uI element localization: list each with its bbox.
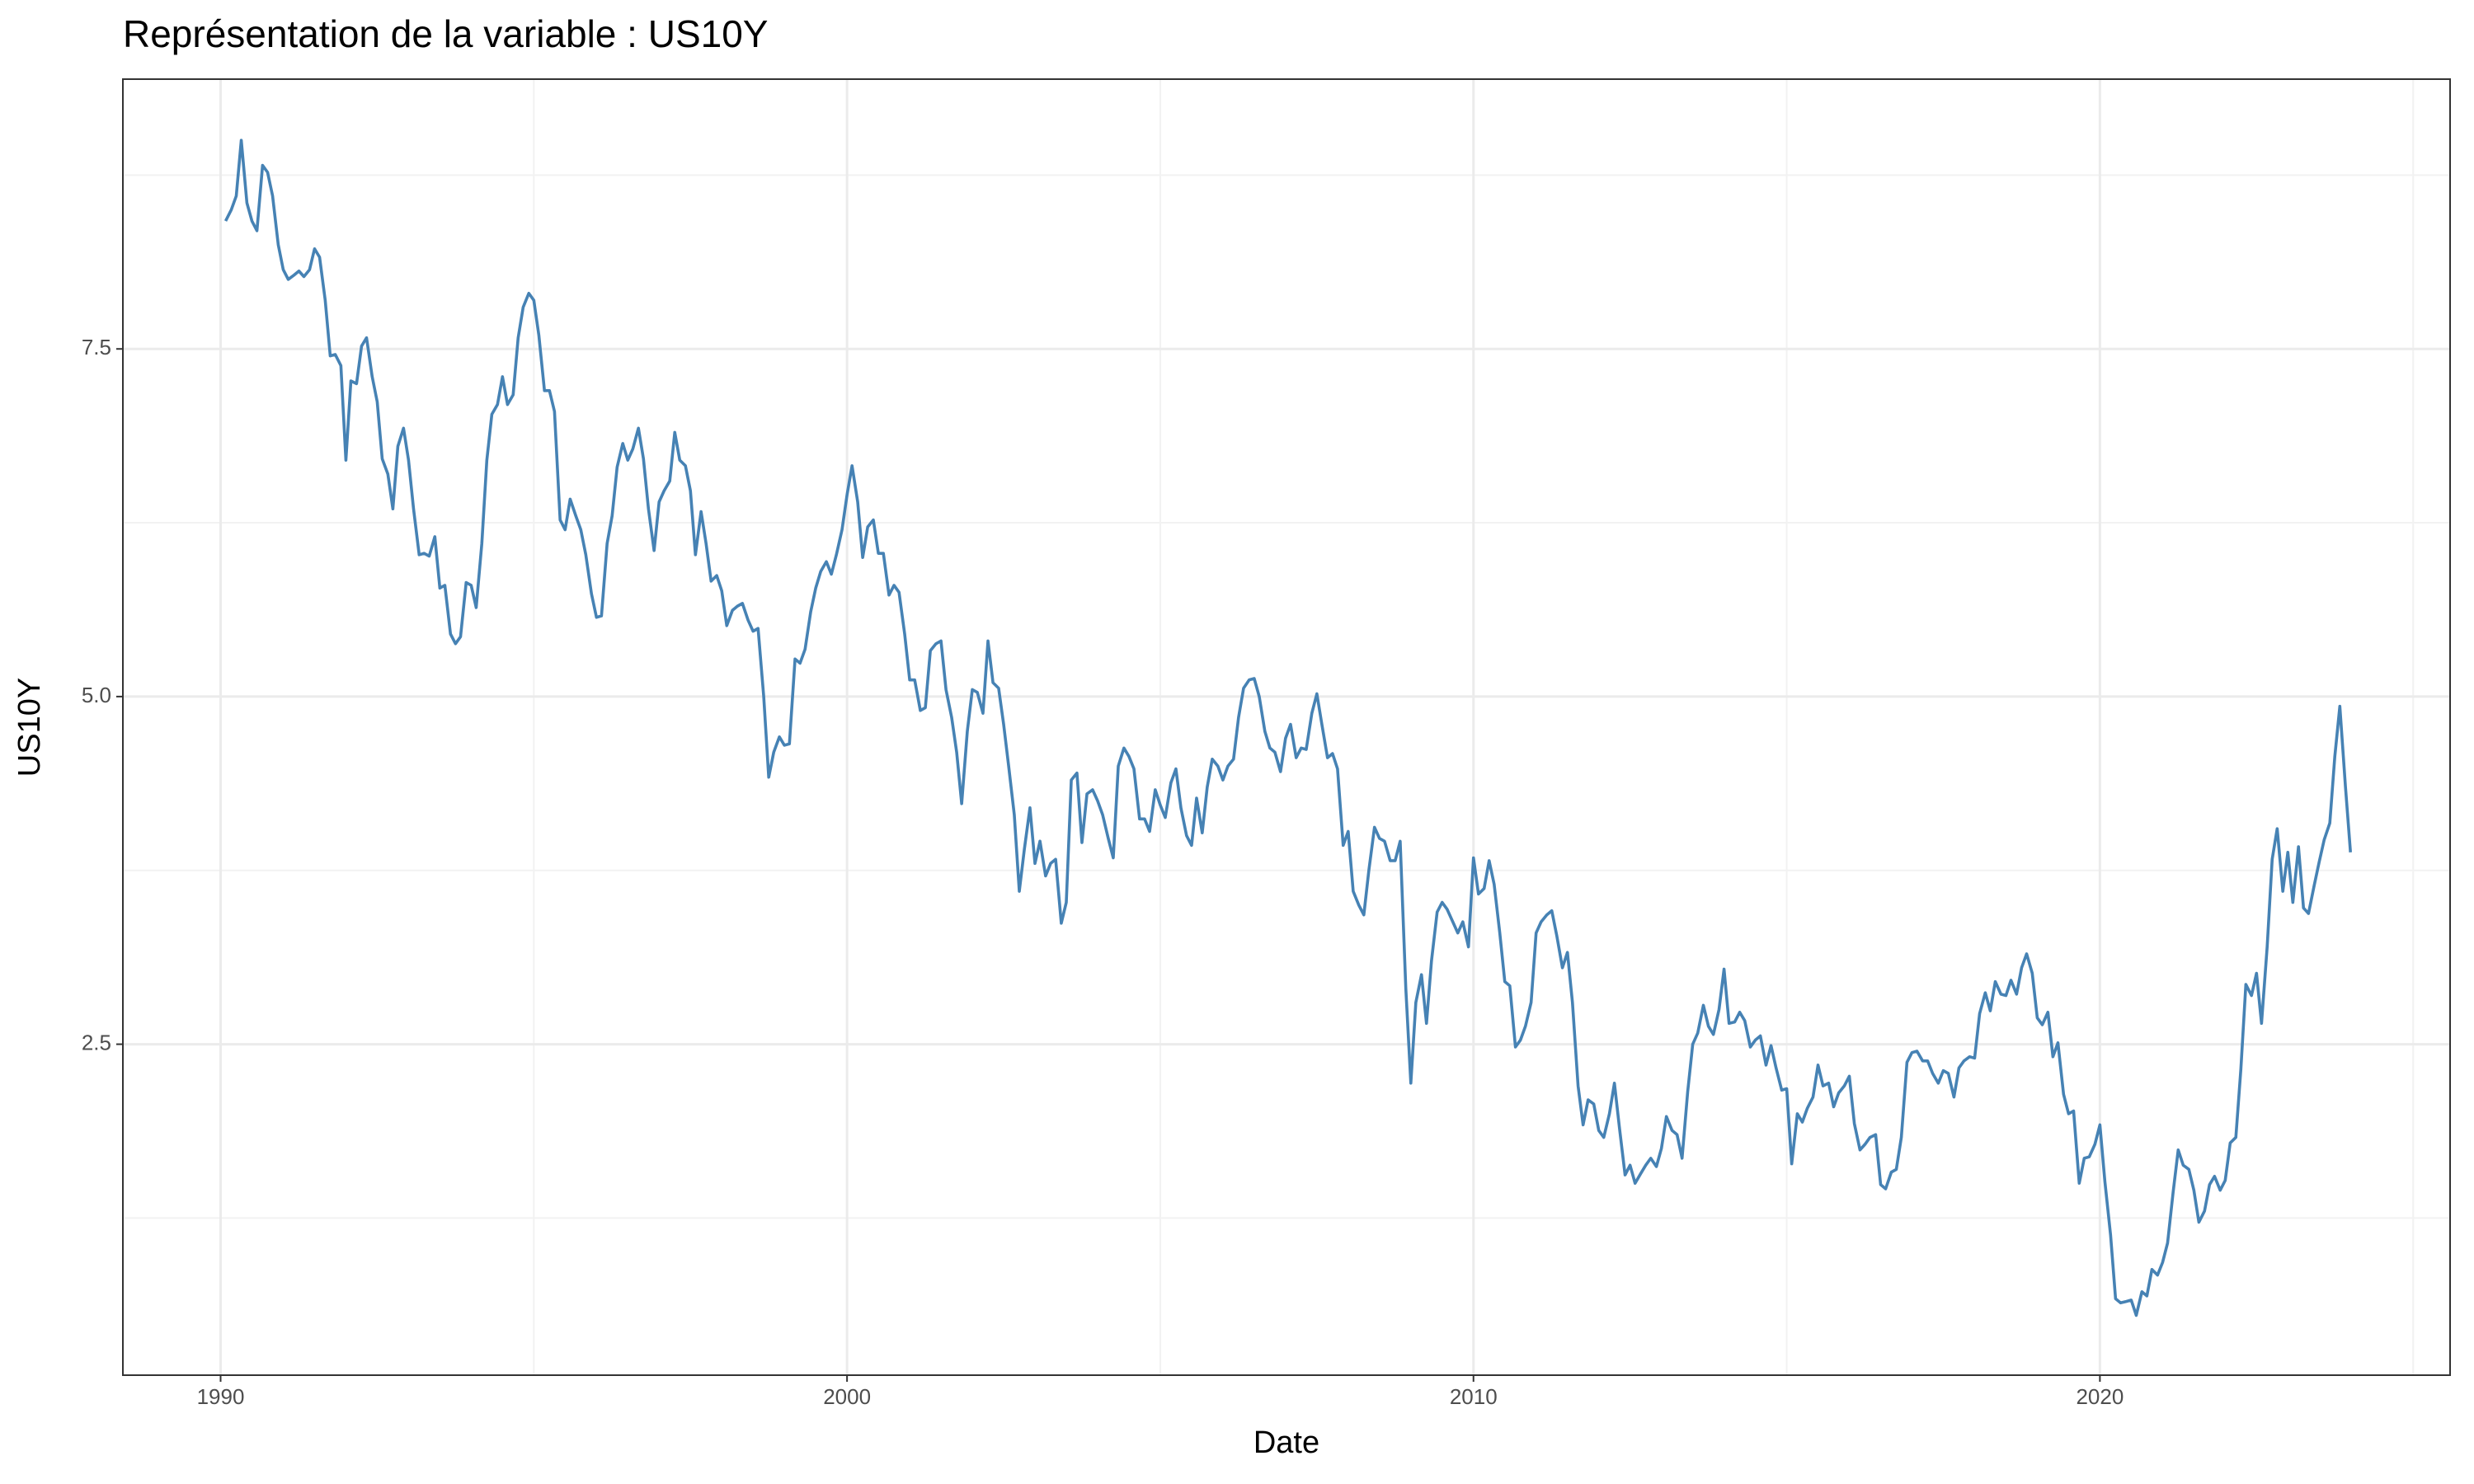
y-tick-label: 2.5 — [82, 1030, 111, 1054]
y-tick-label: 5.0 — [82, 683, 111, 707]
x-tick-label: 2020 — [2076, 1384, 2124, 1409]
x-tick-label: 2000 — [823, 1384, 871, 1409]
x-tick-label: 2010 — [1450, 1384, 1498, 1409]
data-line — [223, 139, 2353, 1317]
y-tick-label: 7.5 — [82, 335, 111, 359]
y-axis-title: US10Y — [12, 678, 47, 777]
panel-border — [122, 78, 2451, 1376]
x-axis-title: Date — [1253, 1425, 1319, 1460]
chart-title: Représentation de la variable : US10Y — [123, 12, 768, 55]
x-tick-label: 1990 — [197, 1384, 245, 1409]
